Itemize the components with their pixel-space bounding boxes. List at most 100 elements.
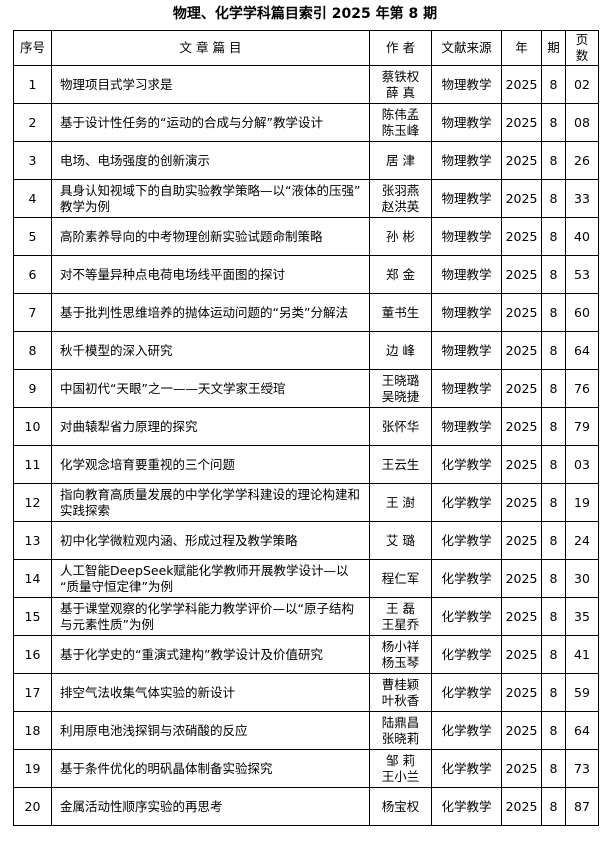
table-cell: 2025 [501,559,542,598]
table-cell: 化学教学 [431,787,502,826]
table-cell: 18 [13,711,52,750]
author-name: 程仁军 [381,570,420,586]
author-cell: 边 峰 [369,331,432,370]
table-cell: 2025 [501,103,542,142]
table-row: 11 化学观念培育要重视的三个问题 王云生 化学教学 2025 8 03 [13,445,599,484]
author-cell: 王 澍 [369,483,432,522]
author-cell: 陈伟孟 陈玉峰 [369,103,432,142]
article-title: 指向教育高质量发展的中学化学学科建设的理论构建和实践探索 [51,483,370,522]
table-row: 20 金属活动性顺序实验的再思考 杨宝权 化学教学 2025 8 87 [13,787,599,826]
table-cell: 14 [13,559,52,598]
table-body: 1 物理项目式学习求是 蔡铁权薛 真物理教学 2025 8 02 2 基于设计性任务的“运动的… [13,65,599,826]
table-cell: 59 [565,673,599,712]
table-cell: 8 [541,407,566,446]
table-cell: 物理教学 [431,293,502,332]
table-cell: 2025 [501,787,542,826]
author-cell: 孙 彬 [369,217,432,256]
table-cell: 化学教学 [431,445,502,484]
table-row: 12 指向教育高质量发展的中学化学学科建设的理论构建和实践探索王 澍化学教学 202… [13,483,599,522]
column-header: 文 章 篇 目 [51,30,370,66]
article-title: 高阶素养导向的中考物理创新实验试题命制策略 [51,217,370,256]
author-name: 张怀华 [381,418,420,434]
table-cell: 2025 [501,673,542,712]
author-cell: 邹 莉王小兰 [369,749,432,788]
article-title: 具身认知视域下的自助实验教学策略—以“液体的压强”教学为例 [51,179,370,218]
table-cell: 2025 [501,483,542,522]
table-cell: 60 [565,293,599,332]
table-cell: 30 [565,559,599,598]
table-cell: 物理教学 [431,217,502,256]
author-name: 艾 璐 [386,532,415,548]
header-row: 序号文 章 篇 目作 者文献来源年期页数 [13,30,599,66]
author-name: 杨玉琴 [381,654,420,670]
table-cell: 8 [541,711,566,750]
table-cell: 物理教学 [431,65,502,104]
table-cell: 33 [565,179,599,218]
table-cell: 8 [541,445,566,484]
table-cell: 物理教学 [431,179,502,218]
table-cell: 53 [565,255,599,294]
article-title: 人工智能DeepSeek赋能化学教师开展教学设计—以“质量守恒定律”为例 [51,559,370,598]
author-name: 孙 彬 [386,228,415,244]
article-title: 物理项目式学习求是 [51,65,370,104]
table-cell: 9 [13,369,52,408]
column-header: 年 [501,30,542,66]
table-cell: 64 [565,331,599,370]
column-header: 序号 [13,30,52,66]
table-cell: 8 [541,65,566,104]
column-header: 页数 [565,30,599,66]
table-cell: 15 [13,597,52,636]
table-cell: 8 [541,141,566,180]
article-title: 基于批判性思维培养的抛体运动问题的“另类”分解法 [51,293,370,332]
table-cell: 2025 [501,749,542,788]
table-cell: 16 [13,635,52,674]
table-row: 9 中国初代“天眼”之一——天文学家王绶琯 王晓璐 吴晓捷 物理教学 2025 8 76 [13,369,599,408]
table-row: 14 人工智能DeepSeek赋能化学教师开展教学设计—以“质量守恒定律”为例 程仁… [13,559,599,598]
table-cell: 41 [565,635,599,674]
table-cell: 2025 [501,369,542,408]
table-cell: 19 [13,749,52,788]
table-row: 8 秋千模型的深入研究边 峰物理教学 2025 8 64 [13,331,599,370]
table-cell: 8 [541,293,566,332]
author-cell: 艾 璐 [369,521,432,560]
article-title: 秋千模型的深入研究 [51,331,370,370]
table-cell: 2 [13,103,52,142]
table-cell: 24 [565,521,599,560]
table-cell: 4 [13,179,52,218]
article-title: 化学观念培育要重视的三个问题 [51,445,370,484]
author-cell: 杨宝权 [369,787,432,826]
table-cell: 7 [13,293,52,332]
table-cell: 08 [565,103,599,142]
author-name: 邹 莉 [386,752,415,768]
author-name: 陈伟孟 [381,106,420,122]
author-cell: 郑 金 [369,255,432,294]
author-cell: 程仁军 [369,559,432,598]
author-name: 杨宝权 [381,798,420,814]
table-row: 17 排空气法收集气体实验的新设计 曹桂颖 叶秋香 化学教学 2025 8 59 [13,673,599,712]
table-cell: 2025 [501,217,542,256]
table-cell: 2025 [501,179,542,218]
table-cell: 3 [13,141,52,180]
table-cell: 8 [13,331,52,370]
author-cell: 王 磊王星乔 [369,597,432,636]
author-cell: 张怀华 [369,407,432,446]
table-cell: 化学教学 [431,711,502,750]
article-title: 中国初代“天眼”之一——天文学家王绶琯 [51,369,370,408]
table-cell: 1 [13,65,52,104]
author-name: 张晓莉 [381,730,420,746]
author-cell: 王云生 [369,445,432,484]
table-cell: 73 [565,749,599,788]
table-cell: 8 [541,255,566,294]
table-cell: 6 [13,255,52,294]
author-name: 王晓璐 [381,372,420,388]
article-title: 对曲辕犁省力原理的探究 [51,407,370,446]
author-name: 王云生 [381,456,420,472]
table-cell: 2025 [501,597,542,636]
article-title: 金属活动性顺序实验的再思考 [51,787,370,826]
index-title: 物理、化学学科篇目索引 2025 年第 8 期 [172,6,438,22]
table-cell: 64 [565,711,599,750]
article-title: 电场、电场强度的创新演示 [51,141,370,180]
table-cell: 2025 [501,635,542,674]
